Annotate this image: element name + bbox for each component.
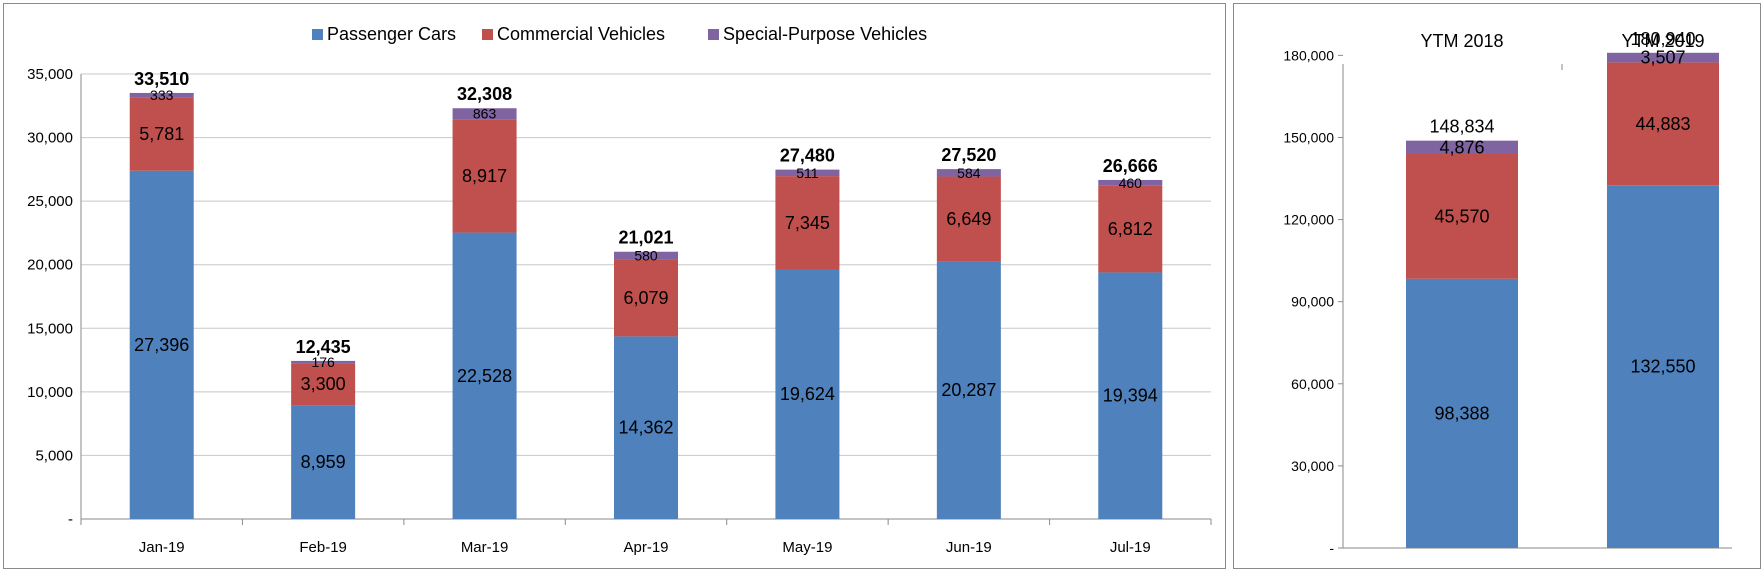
data-label: 8,959 — [301, 452, 346, 472]
bar-passenger-cars — [291, 405, 356, 519]
bar-passenger-cars — [614, 336, 678, 519]
data-label: 27,396 — [134, 335, 189, 355]
data-label: 6,649 — [946, 209, 991, 229]
bar-special-purpose-vehicles — [775, 169, 840, 177]
ytm-stacked-bar-chart: - 30,000 60,000 90,000 120,000 150,000 180,000… — [1283, 29, 1732, 556]
total-label: 21,021 — [618, 228, 673, 248]
bar-passenger-cars — [1098, 272, 1163, 519]
data-label: 4,876 — [1439, 137, 1484, 157]
legend-label: Passenger Cars — [327, 24, 456, 44]
bar-special-purpose-vehicles — [1098, 179, 1163, 186]
bar-special-purpose-vehicles — [129, 92, 194, 98]
total-label: 12,435 — [296, 337, 351, 357]
data-label: 6,079 — [623, 288, 668, 308]
bar-special-purpose-vehicles — [614, 251, 678, 260]
data-label: 584 — [957, 165, 981, 181]
y-tick-label: 180,000 — [1283, 47, 1334, 63]
total-label: 27,480 — [780, 146, 835, 166]
legend-label: Commercial Vehicles — [497, 24, 665, 44]
data-label: 3,507 — [1640, 48, 1685, 68]
data-label: 45,570 — [1434, 206, 1489, 226]
bar-commercial-vehicles — [1406, 154, 1518, 279]
total-label: 148,834 — [1429, 117, 1494, 137]
y-tick-label: - — [1329, 540, 1334, 556]
category-label: YTM 2019 — [1621, 31, 1704, 51]
bar-passenger-cars — [1406, 278, 1518, 548]
data-label: 44,883 — [1635, 114, 1690, 134]
bar-special-purpose-vehicles — [1406, 140, 1518, 155]
bar-commercial-vehicles — [1098, 185, 1163, 273]
bar-special-purpose-vehicles — [1607, 52, 1719, 63]
bar-special-purpose-vehicles — [936, 169, 1001, 177]
legend-swatch — [708, 29, 719, 40]
legend-label: Special-Purpose Vehicles — [723, 24, 927, 44]
bar-passenger-cars — [1607, 185, 1719, 549]
x-tick-label: Feb-19 — [299, 539, 347, 556]
data-label: 176 — [311, 354, 335, 370]
y-tick-label: - — [68, 511, 73, 528]
total-label: 27,520 — [941, 145, 996, 165]
data-label: 333 — [150, 87, 174, 103]
y-tick-label: 150,000 — [1283, 129, 1334, 145]
data-label: 8,917 — [462, 166, 507, 186]
data-label: 7,345 — [785, 213, 830, 233]
x-tick-label: May-19 — [782, 539, 832, 556]
bar-passenger-cars — [936, 261, 1001, 519]
bar-commercial-vehicles — [291, 363, 356, 406]
y-tick-label: 35,000 — [27, 66, 73, 83]
x-tick-label: Jun-19 — [946, 539, 992, 556]
data-label: 580 — [634, 247, 658, 263]
bar-commercial-vehicles — [129, 97, 194, 171]
bar-commercial-vehicles — [936, 176, 1001, 262]
y-tick-label: 20,000 — [27, 257, 73, 274]
y-tick-label: 60,000 — [1291, 376, 1334, 392]
category-label: YTM 2018 — [1420, 31, 1503, 51]
x-tick-label: Jul-19 — [1110, 539, 1151, 556]
y-tick-label: 90,000 — [1291, 294, 1334, 310]
bar-passenger-cars — [452, 232, 517, 519]
bar-special-purpose-vehicles — [291, 360, 356, 364]
monthly-sales-panel: - 5,000 10,000 15,000 20,000 25,000 30,000 35,0… — [3, 3, 1226, 569]
y-tick-label: 15,000 — [27, 320, 73, 337]
total-label: 26,666 — [1103, 156, 1158, 176]
data-label: 98,388 — [1434, 403, 1489, 423]
data-label: 19,394 — [1103, 386, 1158, 406]
y-tick-label: 30,000 — [1291, 458, 1334, 474]
bar-commercial-vehicles — [1607, 62, 1719, 186]
monthly-stacked-bar-chart: - 5,000 10,000 15,000 20,000 25,000 30,000 35,0… — [27, 24, 1212, 556]
total-label: 180,940 — [1630, 29, 1695, 49]
bar-passenger-cars — [129, 170, 194, 519]
data-label: 460 — [1119, 175, 1143, 191]
y-tick-label: 120,000 — [1283, 212, 1334, 228]
y-tick-label: 25,000 — [27, 193, 73, 210]
x-tick-label: Jan-19 — [139, 539, 185, 556]
y-tick-label: 30,000 — [27, 130, 73, 147]
data-label: 511 — [796, 165, 819, 181]
legend-swatch — [482, 29, 493, 40]
y-tick-label: 10,000 — [27, 384, 73, 401]
data-label: 19,624 — [780, 384, 835, 404]
data-label: 6,812 — [1108, 219, 1153, 239]
data-label: 22,528 — [457, 366, 512, 386]
ytm-sales-panel: - 30,000 60,000 90,000 120,000 150,000 180,000… — [1233, 3, 1761, 569]
x-tick-label: Apr-19 — [623, 539, 668, 556]
data-label: 5,781 — [139, 124, 184, 144]
total-label: 32,308 — [457, 84, 512, 104]
data-label: 863 — [473, 106, 497, 122]
x-tick-label: Mar-19 — [461, 539, 509, 556]
data-label: 3,300 — [301, 374, 346, 394]
y-tick-label: 5,000 — [35, 447, 73, 464]
total-label: 33,510 — [134, 69, 189, 89]
bar-special-purpose-vehicles — [452, 108, 517, 120]
legend-swatch — [312, 29, 323, 40]
data-label: 132,550 — [1630, 357, 1695, 377]
bar-commercial-vehicles — [775, 176, 840, 270]
bar-commercial-vehicles — [452, 119, 517, 233]
bar-passenger-cars — [775, 269, 840, 519]
bar-commercial-vehicles — [614, 259, 678, 337]
data-label: 20,287 — [941, 380, 996, 400]
data-label: 14,362 — [618, 418, 673, 438]
